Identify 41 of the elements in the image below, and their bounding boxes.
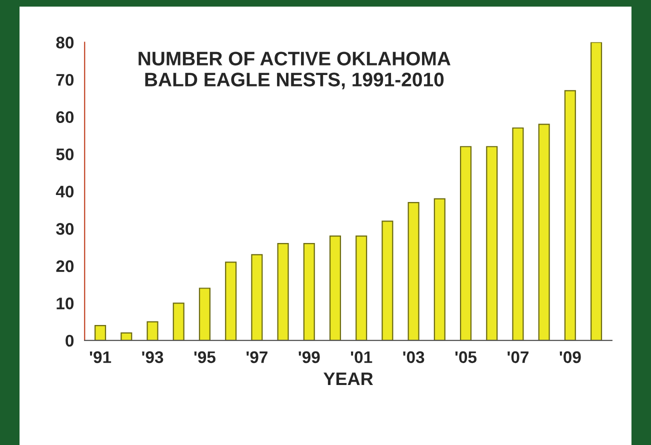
y-tick-label: 40 (56, 186, 74, 198)
bar (356, 236, 368, 340)
bar (225, 262, 237, 340)
x-tick-label: '93 (142, 351, 164, 364)
bar (94, 324, 106, 340)
bar (277, 242, 289, 340)
x-tick-label: '07 (508, 351, 528, 364)
bar (434, 198, 446, 340)
y-tick-label: 80 (56, 36, 74, 48)
x-tick-label: '05 (455, 351, 477, 364)
bar (329, 236, 342, 340)
bar (486, 146, 498, 340)
y-tick-label: 20 (56, 260, 74, 272)
bar (382, 220, 394, 340)
bar (460, 146, 472, 340)
bar (198, 288, 210, 340)
x-axis-title: YEAR (324, 372, 373, 386)
bar (408, 202, 420, 340)
x-tick-label: '01 (350, 351, 372, 364)
bar (564, 90, 576, 340)
bar (251, 254, 263, 340)
y-tick-label: 30 (56, 223, 74, 235)
y-tick-label: 10 (56, 298, 74, 310)
y-tick-label: 60 (56, 111, 74, 124)
x-tick-label: '97 (246, 351, 268, 364)
x-tick-label: '09 (560, 351, 581, 364)
y-tick-label: 0 (66, 334, 74, 347)
x-tick-label: '95 (194, 351, 216, 364)
y-tick-label: 50 (56, 148, 74, 160)
bar (512, 127, 524, 340)
x-tick-label: '91 (90, 351, 112, 364)
y-tick-label: 70 (56, 74, 74, 86)
text: NUMBER OF ACTIVE OKLAHOMA BALD EAGLE NESTS, 1991-2010 (138, 52, 450, 90)
bar (146, 321, 158, 340)
x-tick-label: '99 (298, 351, 320, 364)
bar (120, 332, 132, 340)
bar (538, 124, 550, 340)
bar (172, 302, 184, 340)
x-tick-label: '03 (403, 351, 424, 364)
bar (303, 242, 315, 340)
bar (590, 42, 602, 340)
